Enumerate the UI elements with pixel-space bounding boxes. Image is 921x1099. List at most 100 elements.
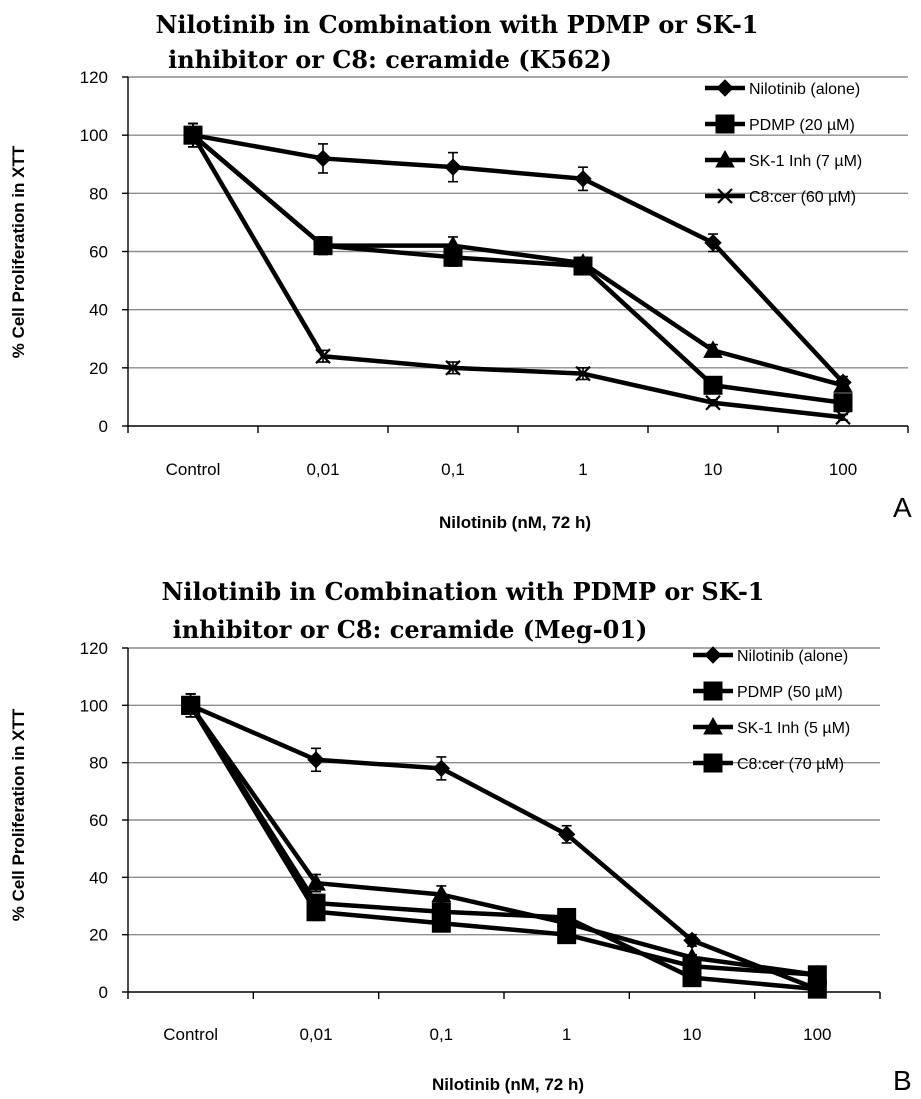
series-triangle-2	[180, 693, 828, 983]
data-point-x	[445, 360, 461, 376]
y-axis-label: % Cell Proliferation in XTT	[9, 145, 28, 358]
legend-label: C8:cer (60 µM)	[749, 189, 856, 206]
legend-marker-square	[703, 681, 723, 701]
data-point-diamond	[444, 158, 462, 176]
y-tick-label: 40	[89, 301, 108, 320]
x-tick-label: 1	[578, 460, 587, 479]
legend-entry: Nilotinib (alone)	[705, 79, 860, 98]
series-square-3	[181, 693, 827, 985]
data-point-square	[703, 375, 723, 395]
legend-label: PDMP (20 µM)	[749, 117, 855, 134]
data-point-square	[181, 695, 201, 715]
legend-entry: Nilotinib (alone)	[693, 646, 848, 665]
data-point-diamond	[307, 751, 325, 769]
chart-panel-b: Nilotinib in Combination with PDMP or SK…	[9, 577, 912, 1096]
x-tick-label: 100	[829, 460, 857, 479]
data-point-diamond	[314, 149, 332, 168]
data-point-triangle	[573, 253, 593, 271]
panel-label: A	[893, 492, 912, 523]
x-tick-label: 0,1	[430, 1025, 454, 1044]
legend-marker-square	[715, 114, 735, 134]
legend-entry: C8:cer (70 µM)	[693, 753, 844, 773]
legend-marker-triangle	[715, 149, 735, 168]
legend-label: SK-1 Inh (7 µM)	[749, 153, 862, 170]
legend-entry: C8:cer (60 µM)	[705, 188, 856, 206]
data-point-x	[315, 348, 331, 364]
data-point-square	[306, 902, 326, 922]
series-line	[188, 704, 818, 978]
x-axis-label: Nilotinib (nM, 72 h)	[439, 513, 591, 532]
data-point-square	[557, 925, 577, 945]
chart-title-line-2: inhibitor or C8: ceramide (K562)	[168, 45, 612, 74]
x-tick-label: 1	[562, 1025, 571, 1044]
data-point-x	[705, 394, 721, 411]
series-line	[191, 133, 844, 405]
y-tick-label: 0	[99, 983, 108, 1002]
y-tick-label: 20	[89, 926, 108, 945]
y-tick-label: 120	[80, 68, 108, 87]
legend-entry: SK-1 Inh (7 µM)	[705, 149, 862, 170]
data-point-x	[185, 127, 201, 143]
data-point-diamond	[704, 234, 722, 252]
legend-marker-triangle	[703, 716, 723, 735]
y-tick-label: 20	[89, 359, 108, 378]
series-line	[191, 134, 844, 420]
y-tick-label: 60	[89, 243, 108, 262]
legend-marker-x	[717, 188, 733, 204]
y-tick-label: 40	[89, 868, 108, 887]
legend-label: SK-1 Inh (5 µM)	[737, 720, 850, 737]
y-tick-label: 0	[99, 417, 108, 436]
data-point-triangle	[833, 375, 853, 393]
series-line	[189, 703, 819, 992]
chart-title-line-1: Nilotinib in Combination with PDMP or SK…	[155, 10, 758, 39]
data-point-diamond	[574, 170, 592, 188]
data-point-triangle	[313, 235, 333, 254]
data-point-diamond	[557, 825, 576, 844]
legend-marker-diamond	[704, 646, 722, 664]
data-point-triangle	[431, 884, 452, 903]
series-line	[191, 133, 844, 388]
legend-entry: SK-1 Inh (5 µM)	[693, 716, 850, 737]
y-axis-label: % Cell Proliferation in XTT	[9, 708, 28, 921]
series-line	[192, 132, 845, 384]
series-line	[188, 704, 818, 992]
x-tick-label: 10	[704, 460, 723, 479]
x-tick-label: Control	[166, 460, 221, 479]
x-tick-label: 0,01	[306, 460, 339, 479]
legend-marker-diamond	[716, 79, 734, 97]
legend-entry: PDMP (20 µM)	[705, 114, 855, 134]
chart-panel-a: Nilotinib in Combination with PDMP or SK…	[9, 10, 912, 532]
panel-label: B	[893, 1065, 912, 1096]
x-axis-label: Nilotinib (nM, 72 h)	[432, 1075, 584, 1094]
y-tick-label: 80	[89, 754, 108, 773]
legend-label: C8:cer (70 µM)	[737, 756, 844, 773]
data-point-square	[431, 913, 451, 933]
legend-label: Nilotinib (alone)	[749, 81, 860, 98]
legend-marker-square	[703, 753, 723, 773]
y-tick-label: 60	[89, 811, 108, 830]
data-point-triangle	[443, 235, 463, 254]
x-tick-label: Control	[163, 1025, 218, 1044]
legend-label: PDMP (50 µM)	[737, 684, 843, 701]
data-point-x	[835, 409, 851, 426]
series-line	[188, 704, 818, 978]
legend-label: Nilotinib (alone)	[737, 648, 848, 665]
data-point-triangle	[703, 340, 723, 358]
y-tick-label: 80	[89, 184, 108, 203]
x-tick-label: 0,1	[441, 460, 465, 479]
legend-entry: PDMP (50 µM)	[693, 681, 843, 701]
chart-title-line-2: inhibitor or C8: ceramide (Meg-01)	[173, 615, 648, 644]
y-tick-label: 100	[80, 696, 108, 715]
x-tick-label: 0,01	[299, 1025, 332, 1044]
y-tick-label: 100	[80, 126, 108, 145]
y-tick-label: 120	[80, 639, 108, 658]
data-point-square	[807, 965, 827, 985]
data-point-diamond	[432, 759, 451, 778]
x-tick-label: 10	[683, 1025, 702, 1044]
chart-title-line-1: Nilotinib in Combination with PDMP or SK…	[161, 577, 764, 606]
series-x-3	[185, 122, 851, 426]
data-point-x	[575, 365, 591, 382]
data-point-square	[833, 393, 853, 413]
data-point-triangle	[306, 873, 326, 891]
